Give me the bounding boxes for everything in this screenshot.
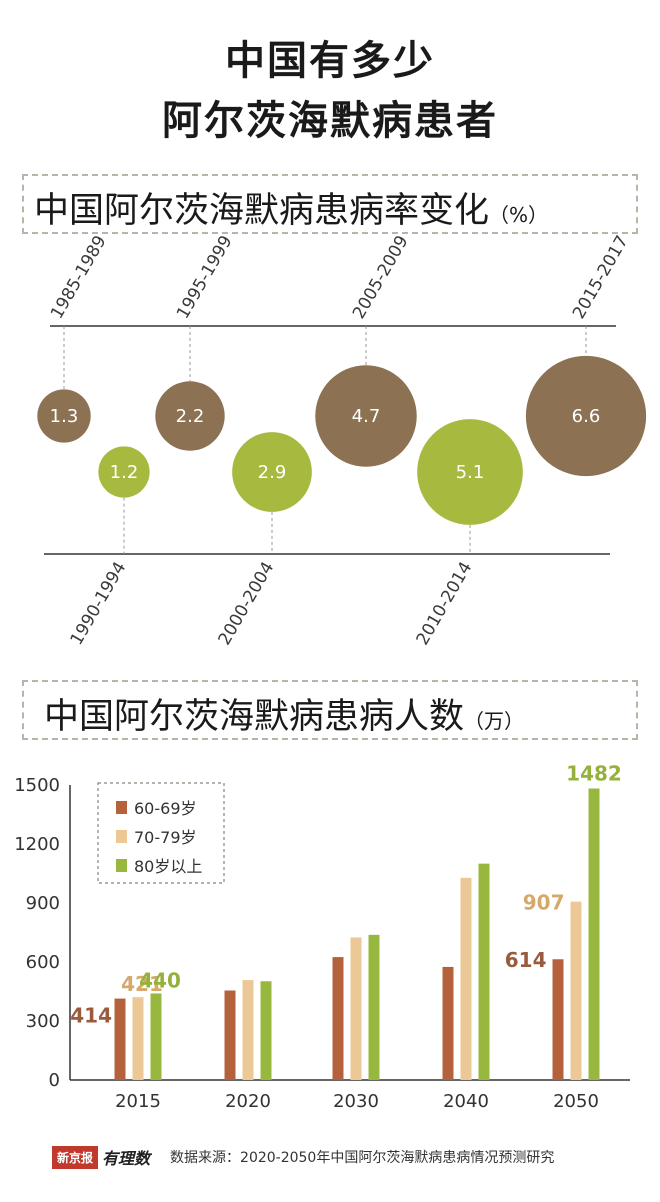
prevalence-bubble <box>315 365 417 467</box>
prevalence-bubble <box>232 432 312 512</box>
bar <box>224 990 236 1080</box>
legend-label: 60-69岁 <box>134 799 197 818</box>
legend-swatch <box>116 859 127 872</box>
section-2-box: 中国阿尔茨海默病患病人数（万） <box>22 680 638 740</box>
prevalence-bubble <box>37 389 91 443</box>
y-tick-label: 900 <box>26 893 60 914</box>
y-tick-label: 0 <box>49 1070 60 1091</box>
y-tick-label: 300 <box>26 1011 60 1032</box>
bar <box>552 959 564 1080</box>
bar <box>478 863 490 1080</box>
section-2-title-text: 中国阿尔茨海默病患病人数 <box>44 697 465 737</box>
bubble-value-label: 1.2 <box>110 462 139 483</box>
bubble-value-label: 6.6 <box>572 406 601 427</box>
bubble-value-label: 2.9 <box>258 462 287 483</box>
prevalence-bubble <box>525 355 647 477</box>
period-label: 2010-2014 <box>413 559 477 649</box>
x-tick-label: 2020 <box>225 1091 271 1112</box>
bar-value-label: 421 <box>121 972 163 996</box>
brand-logo: 新京报 <box>52 1145 99 1169</box>
prevalence-bubble <box>155 381 225 451</box>
brand-logo-script: 有理数 <box>102 1149 151 1168</box>
prevalence-bubble-chart: 1985-1989 1.3 1990-1994 1.2 1995-1999 2.2 2000… <box>37 232 647 649</box>
bar <box>368 934 380 1080</box>
x-tick-label: 2015 <box>115 1091 161 1112</box>
page-title-line-1: 中国有多少 <box>225 38 435 84</box>
bar-value-label: 1482 <box>566 762 622 786</box>
x-tick-label: 2050 <box>553 1091 599 1112</box>
section-1-box: 中国阿尔茨海默病患病率变化（%） <box>22 174 638 234</box>
section-2-unit: （万） <box>464 709 525 733</box>
bar <box>150 993 162 1080</box>
legend-swatch <box>116 830 127 843</box>
bar <box>460 877 472 1080</box>
period-label: 2000-2004 <box>215 559 279 649</box>
bar <box>442 966 454 1080</box>
data-source: 数据来源：2020-2050年中国阿尔茨海默病患病情况预测研究 <box>170 1150 555 1166</box>
y-tick-label: 600 <box>26 952 60 973</box>
patients-bar-chart: 0 300 600 900 1200 1500 2015 2020 2030 2040 2050 41… <box>14 762 630 1112</box>
bar <box>588 788 600 1080</box>
bar <box>260 981 272 1080</box>
legend-swatch <box>116 801 127 814</box>
section-1-title: 中国阿尔茨海默病患病率变化（%） <box>34 182 548 233</box>
bubble-value-label: 5.1 <box>456 462 485 483</box>
section-1-unit: （%） <box>489 203 549 227</box>
legend-box <box>97 782 225 884</box>
bar <box>350 937 362 1080</box>
y-tick-label: 1200 <box>14 834 60 855</box>
bar-value-label: 907 <box>523 891 565 915</box>
bar <box>132 997 144 1080</box>
page-title-line-2: 阿尔茨海默病患者 <box>162 98 498 144</box>
x-tick-label: 2040 <box>443 1091 489 1112</box>
period-label: 1990-1994 <box>67 559 131 649</box>
section-1-title-text: 中国阿尔茨海默病患病率变化 <box>34 191 490 231</box>
bar-value-label: 614 <box>505 948 547 972</box>
bar <box>242 980 254 1080</box>
section-2-title: 中国阿尔茨海默病患病人数（万） <box>44 688 524 739</box>
footer: 新京报 有理数 数据来源：2020-2050年中国阿尔茨海默病患病情况预测研究 <box>52 1144 554 1170</box>
bar <box>332 957 344 1080</box>
bar-value-label: 440 <box>139 968 181 992</box>
x-tick-label: 2030 <box>333 1091 379 1112</box>
period-label: 1985-1989 <box>47 232 111 322</box>
period-label: 2015-2017 <box>569 232 633 322</box>
prevalence-bubble <box>417 419 523 525</box>
period-label: 1995-1999 <box>173 232 237 322</box>
bubble-value-label: 1.3 <box>50 406 79 427</box>
bubble-value-label: 2.2 <box>176 406 205 427</box>
bar <box>114 998 126 1080</box>
bubble-value-label: 4.7 <box>352 406 381 427</box>
bar <box>570 901 582 1080</box>
y-tick-label: 1500 <box>14 775 60 796</box>
prevalence-bubble <box>98 446 150 498</box>
legend-label: 80岁以上 <box>134 857 202 876</box>
bar-value-label: 414 <box>70 1004 112 1028</box>
legend-label: 70-79岁 <box>134 828 197 847</box>
period-label: 2005-2009 <box>349 232 413 322</box>
